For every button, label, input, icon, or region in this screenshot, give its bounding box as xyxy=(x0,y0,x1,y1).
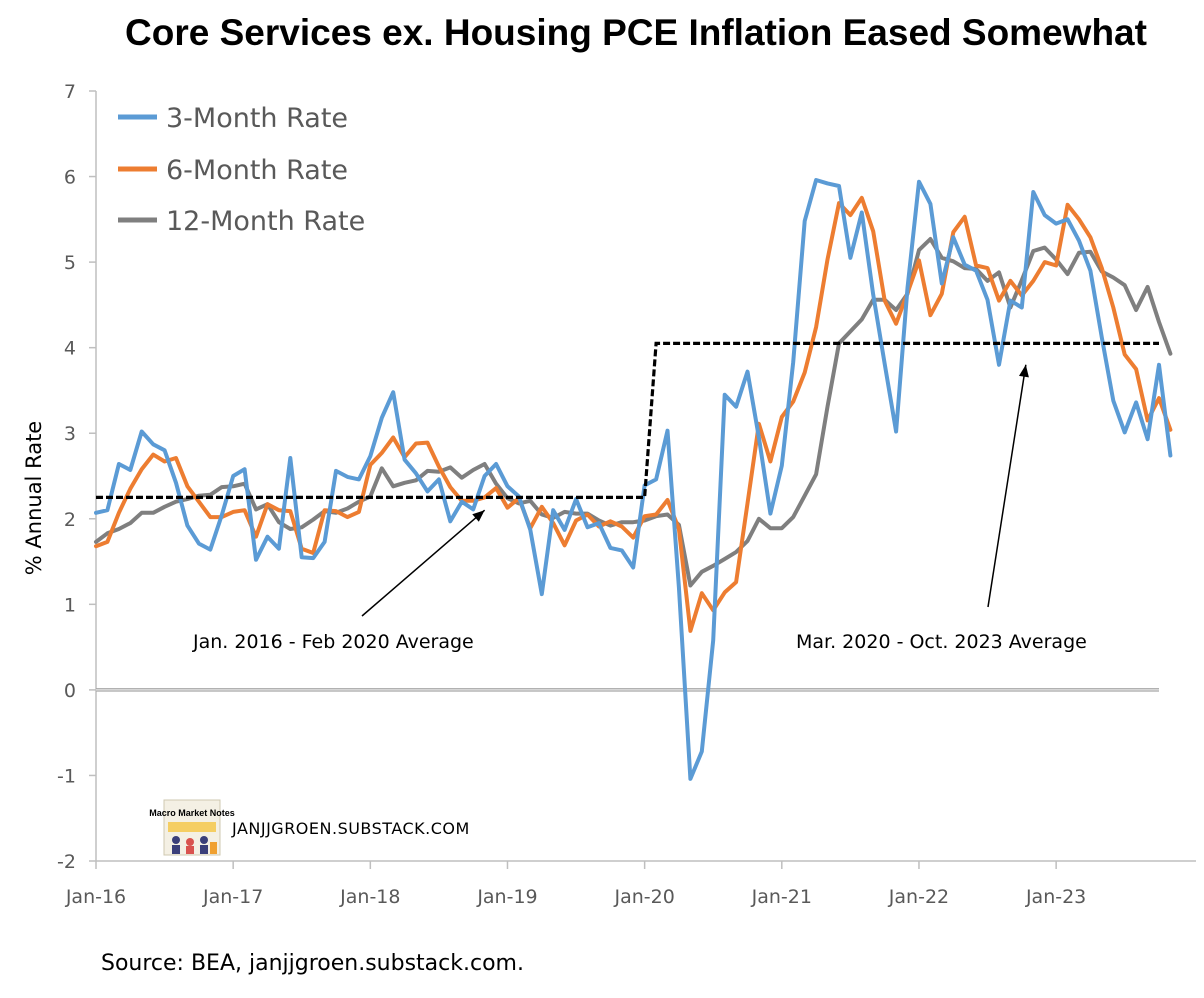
annotation-arrow-pre-covid xyxy=(361,509,486,617)
y-tick-label: -2 xyxy=(57,851,76,873)
y-tick-label: 7 xyxy=(64,81,76,103)
legend-item-label: 6-Month Rate xyxy=(166,155,348,186)
annotations: Jan. 2016 - Feb 2020 Average Mar. 2020 - … xyxy=(192,364,1087,653)
x-tick-label: Jan-19 xyxy=(476,886,537,908)
y-tick-label: 2 xyxy=(64,509,76,531)
x-tick-label: Jan-18 xyxy=(339,886,400,908)
series-line-6-month-rate xyxy=(94,195,1173,633)
x-ticks: Jan-16 Jan-17 Jan-18 Jan-19 Jan-20 Jan-21 Jan-… xyxy=(65,861,1086,908)
y-ticks: -2 -1 0 1 2 3 4 5 6 7 xyxy=(57,81,96,873)
series-line-3-month-rate xyxy=(94,178,1173,781)
annotation-arrow-pre-covid-head xyxy=(472,510,485,522)
y-tick-label: 0 xyxy=(64,680,76,702)
logo-title: Macro Market Notes xyxy=(149,808,235,818)
y-tick-label: 5 xyxy=(64,252,76,274)
x-tick-label: Jan-21 xyxy=(751,886,812,908)
annotation-post-covid-average: Mar. 2020 - Oct. 2023 Average xyxy=(796,631,1087,653)
source-note: Source: BEA, janjjgroen.substack.com. xyxy=(101,951,524,976)
x-tick-label: Jan-23 xyxy=(1025,886,1086,908)
legend: 3-Month Rate 6-Month Rate 12-Month Rate xyxy=(118,103,365,237)
x-tick-label: Jan-22 xyxy=(888,886,949,908)
annotation-arrow-post-covid-head xyxy=(1019,364,1029,378)
axes xyxy=(95,91,1196,862)
annotation-arrow-post-covid xyxy=(987,364,1027,608)
x-tick-label: Jan-20 xyxy=(613,886,674,908)
logo-label: JANJJGROEN.SUBSTACK.COM xyxy=(231,819,470,838)
x-tick-label: Jan-17 xyxy=(202,886,263,908)
y-axis-label: % Annual Rate xyxy=(22,421,46,575)
y-tick-label: 6 xyxy=(64,167,76,189)
series-line-average xyxy=(96,341,1159,499)
chart-title: Core Services ex. Housing PCE Inflation … xyxy=(125,12,1147,53)
logo: Macro Market Notes xyxy=(149,799,235,856)
legend-item-label: 12-Month Rate xyxy=(166,206,365,237)
y-tick-label: 4 xyxy=(64,338,76,360)
y-tick-label: 1 xyxy=(64,594,76,616)
legend-item-label: 3-Month Rate xyxy=(166,103,348,134)
series-lines xyxy=(94,178,1173,781)
annotation-pre-covid-average: Jan. 2016 - Feb 2020 Average xyxy=(192,631,474,653)
x-tick-label: Jan-16 xyxy=(65,886,126,908)
y-tick-label: -1 xyxy=(57,765,76,787)
y-tick-label: 3 xyxy=(64,423,76,445)
